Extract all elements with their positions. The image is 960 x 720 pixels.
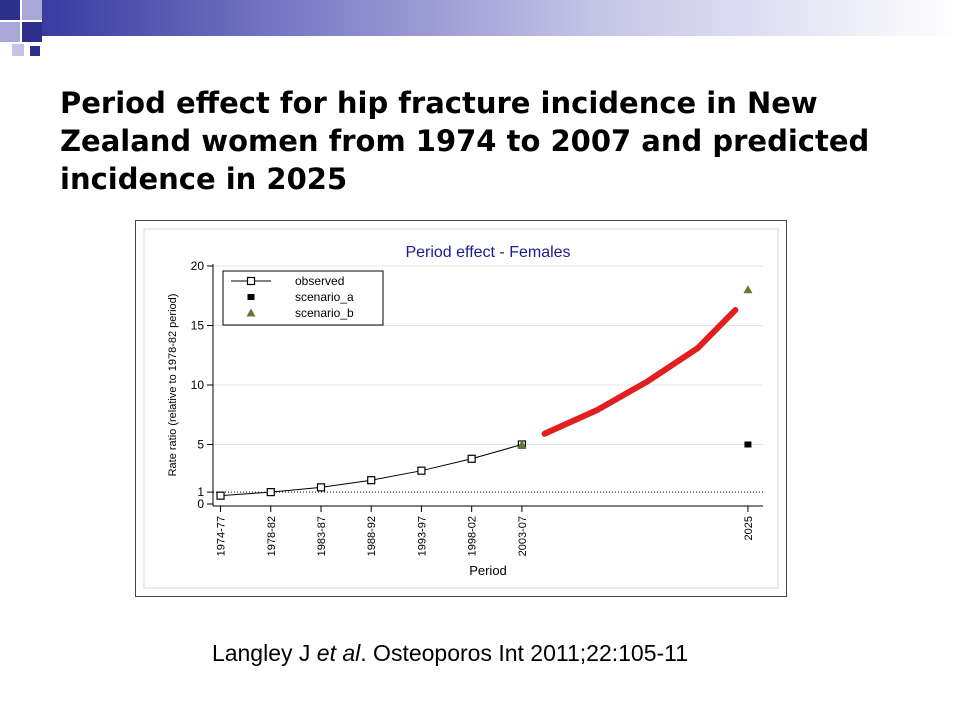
observed-line bbox=[220, 444, 523, 497]
legend-scenario-b-marker bbox=[246, 308, 256, 317]
x-tick-label: 1974-77 bbox=[216, 516, 228, 556]
x-tick-label: 2003-07 bbox=[517, 516, 529, 556]
deco-square bbox=[0, 0, 20, 20]
x-axis-label: Period bbox=[469, 563, 507, 578]
y-tick-label: 1 bbox=[197, 485, 204, 499]
y-tick-label: 5 bbox=[197, 438, 204, 452]
observed-point bbox=[216, 491, 225, 500]
slide-title: Period effect for hip fracture incidence… bbox=[60, 86, 870, 196]
y-axis-label: Rate ratio (relative to 1978-82 period) bbox=[167, 294, 179, 477]
deco-square bbox=[30, 46, 40, 56]
deco-square bbox=[12, 44, 24, 56]
legend-observed-marker bbox=[246, 276, 256, 286]
legend-label: scenario_b bbox=[295, 306, 354, 320]
y-tick-label: 10 bbox=[191, 378, 205, 392]
trend-annotation-curve bbox=[541, 307, 739, 437]
deco-square bbox=[22, 22, 42, 42]
x-tick-label: 1988-92 bbox=[366, 516, 378, 556]
x-tick-label: 1998-02 bbox=[467, 516, 479, 556]
y-tick-label: 15 bbox=[191, 319, 205, 333]
x-tick-label: 1993-97 bbox=[416, 516, 428, 556]
header-gradient-bar bbox=[42, 0, 960, 36]
chart-title: Period effect - Females bbox=[405, 244, 570, 261]
citation: Langley J et al. Osteoporos Int 2011;22:… bbox=[0, 640, 900, 667]
x-tick-label: 1983-87 bbox=[316, 516, 328, 556]
observed-point bbox=[367, 476, 376, 485]
scenario-b-point bbox=[743, 285, 753, 294]
legend-label: observed bbox=[295, 274, 344, 288]
citation-authors: Langley J bbox=[211, 640, 317, 666]
citation-etal: et al bbox=[316, 640, 361, 666]
x-tick-label: 1978-82 bbox=[266, 516, 278, 556]
y-tick-label: 0 bbox=[197, 497, 204, 511]
citation-journal: . Osteoporos Int 2011;22:105-11 bbox=[360, 640, 689, 666]
observed-point bbox=[417, 466, 426, 475]
legend-label: scenario_a bbox=[295, 290, 354, 304]
x-tick-label: 2025 bbox=[743, 516, 755, 540]
scenario-a-point bbox=[744, 441, 752, 448]
corner-decoration bbox=[0, 0, 80, 60]
legend-scenario-a-marker bbox=[247, 294, 255, 300]
deco-square bbox=[22, 0, 42, 20]
deco-square bbox=[0, 22, 20, 42]
observed-point bbox=[316, 483, 326, 492]
chart-frame: Period effect - Females 0 1 5 10 15 20 1974-77 1… bbox=[135, 220, 787, 597]
observed-point bbox=[467, 454, 476, 463]
observed-point bbox=[266, 488, 275, 497]
scenario-b-point bbox=[517, 440, 527, 448]
chart-inner-border bbox=[143, 228, 779, 589]
y-tick-label: 20 bbox=[191, 259, 205, 273]
